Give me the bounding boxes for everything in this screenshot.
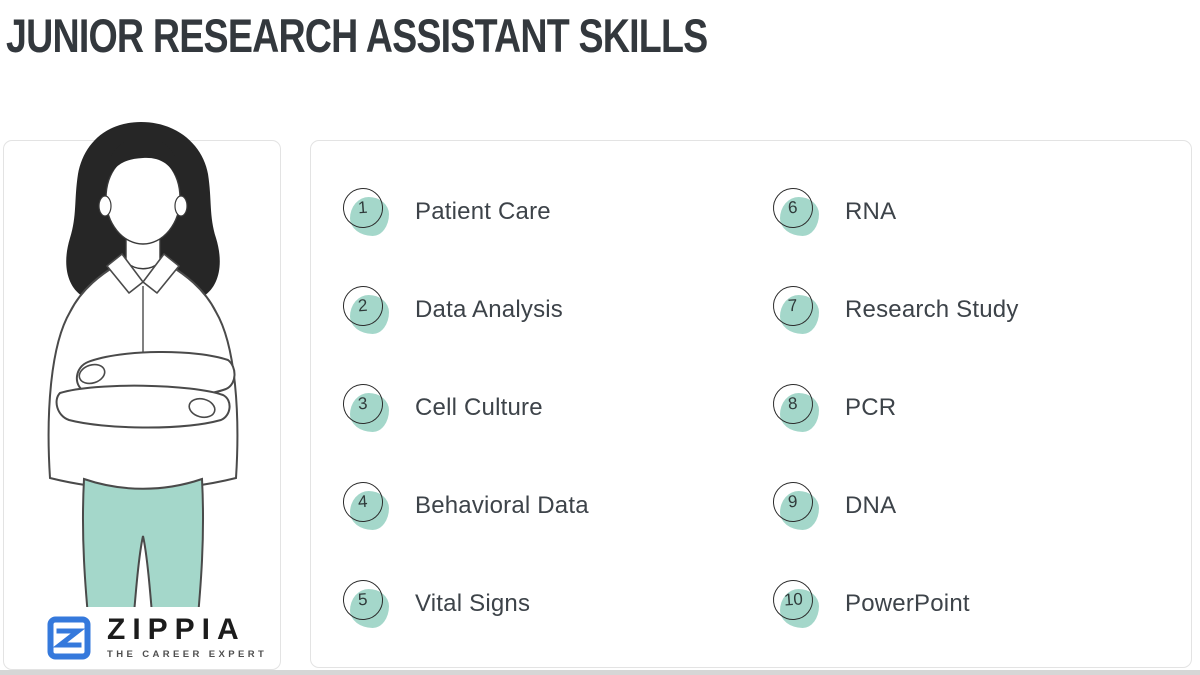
badge-blob: [350, 393, 389, 432]
skill-number-badge: 8: [771, 382, 821, 432]
skill-label: PCR: [845, 394, 897, 421]
skill-number-badge: 2: [341, 284, 391, 334]
skill-label: DNA: [845, 492, 897, 519]
zippia-wordmark: ZIPPIA: [107, 613, 246, 646]
zippia-logo-icon: [47, 616, 91, 659]
skills-column-right: 6 RNA 7 Research Study 8 PCR: [741, 163, 1191, 667]
skill-number: 1: [357, 197, 369, 218]
skill-item: 10 PowerPoint: [741, 555, 1191, 653]
skill-number: 6: [787, 197, 799, 218]
skill-label: Cell Culture: [415, 394, 543, 421]
skill-item: 8 PCR: [741, 359, 1191, 457]
skill-item: 7 Research Study: [741, 261, 1191, 359]
badge-blob: [780, 393, 819, 432]
skill-number: 3: [357, 393, 369, 414]
skill-label: Vital Signs: [415, 590, 531, 617]
skill-item: 9 DNA: [741, 457, 1191, 555]
zippia-tagline: THE CAREER EXPERT: [107, 649, 268, 660]
skill-number-badge: 5: [341, 578, 391, 628]
badge-blob: [350, 491, 389, 530]
badge-blob: [350, 197, 389, 236]
skill-label: Patient Care: [415, 198, 551, 225]
skill-item: 5 Vital Signs: [311, 555, 741, 653]
skill-number: 10: [782, 589, 804, 610]
badge-blob: [780, 197, 819, 236]
skill-label: PowerPoint: [845, 590, 970, 617]
badge-blob: [780, 491, 819, 530]
skill-number-badge: 1: [341, 186, 391, 236]
badge-blob: [780, 295, 819, 334]
skill-number: 2: [357, 295, 369, 316]
skill-number-badge: 6: [771, 186, 821, 236]
skills-column-left: 1 Patient Care 2 Data Analysis 3 Cell Cu…: [311, 163, 741, 667]
badge-blob: [780, 589, 819, 628]
skill-number-badge: 4: [341, 480, 391, 530]
skill-number-badge: 3: [341, 382, 391, 432]
skill-label: RNA: [845, 198, 897, 225]
forearm-lower: [55, 384, 231, 429]
skill-number-badge: 9: [771, 480, 821, 530]
skills-card: 1 Patient Care 2 Data Analysis 3 Cell Cu…: [310, 140, 1192, 668]
hand-left: [78, 363, 106, 385]
hair-fringe: [106, 138, 180, 182]
person-illustration: [47, 122, 239, 639]
skill-label: Research Study: [845, 296, 1019, 323]
skill-number-badge: 10: [771, 578, 821, 628]
page-title: JUNIOR RESEARCH ASSISTANT SKILLS: [6, 9, 708, 62]
bottom-strip: [0, 670, 1200, 675]
zippia-logo: ZIPPIA THE CAREER EXPERT: [5, 607, 279, 668]
skill-number: 9: [787, 491, 799, 512]
skill-number: 7: [787, 295, 799, 316]
skill-item: 4 Behavioral Data: [311, 457, 741, 555]
skill-number-badge: 7: [771, 284, 821, 334]
skill-item: 1 Patient Care: [311, 163, 741, 261]
skill-label: Behavioral Data: [415, 492, 589, 519]
skill-item: 2 Data Analysis: [311, 261, 741, 359]
skill-number: 8: [787, 393, 799, 414]
badge-blob: [350, 295, 389, 334]
hand-right: [188, 397, 216, 419]
skill-item: 6 RNA: [741, 163, 1191, 261]
skill-number: 4: [357, 491, 369, 512]
skill-label: Data Analysis: [415, 296, 564, 323]
badge-blob: [350, 589, 389, 628]
illustration-card: ZIPPIA THE CAREER EXPERT: [3, 122, 281, 670]
skill-number: 5: [357, 589, 369, 610]
skill-item: 3 Cell Culture: [311, 359, 741, 457]
